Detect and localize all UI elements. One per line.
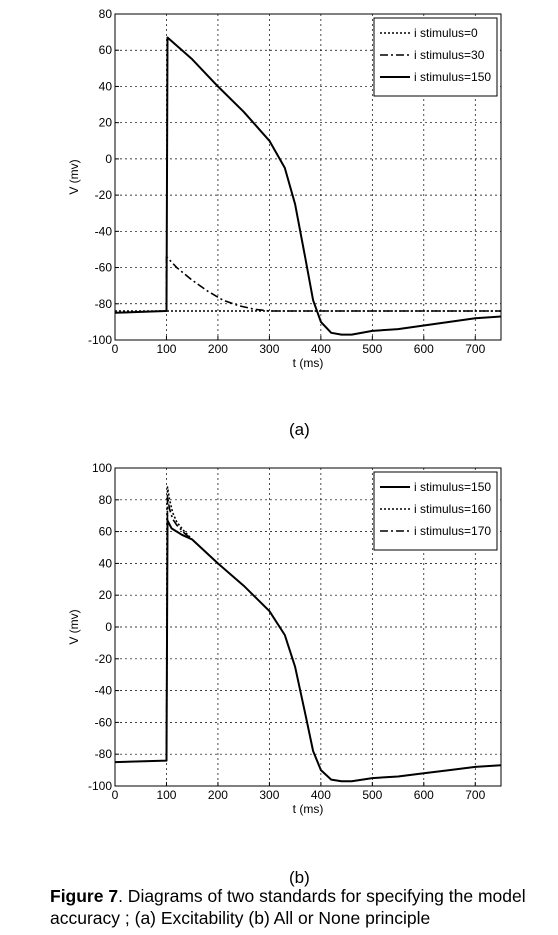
series-line-2 (165, 255, 501, 312)
x-tick-label: 0 (112, 788, 119, 802)
series-line-3 (165, 495, 193, 761)
y-tick-label: 20 (99, 116, 113, 130)
panel-label-b: (b) (289, 868, 310, 887)
y-axis-label: V (mv) (67, 159, 81, 194)
legend-box (373, 471, 498, 551)
y-tick-label: 60 (99, 43, 113, 57)
series-line-3 (115, 36, 501, 336)
legend-label-2: i stimulus=160 (414, 502, 491, 516)
x-tick-label: 100 (156, 342, 176, 356)
x-tick-label: 600 (414, 342, 434, 356)
caption-label: Figure 7 (50, 886, 119, 906)
legend-label-1: i stimulus=0 (414, 26, 478, 40)
legend-label-2: i stimulus=30 (414, 48, 485, 62)
y-tick-label: 20 (99, 588, 113, 602)
x-tick-label: 300 (259, 788, 279, 802)
panel-label-a: (a) (289, 420, 310, 439)
series-line-1 (115, 519, 501, 783)
x-axis-label: t (ms) (293, 802, 324, 816)
x-tick-label: 0 (112, 342, 119, 356)
y-tick-label: -20 (95, 188, 113, 202)
x-tick-label: 300 (259, 342, 279, 356)
legend-label-3: i stimulus=150 (414, 70, 491, 84)
x-tick-label: 100 (156, 788, 176, 802)
y-tick-label: 40 (99, 79, 113, 93)
y-tick-label: -80 (95, 747, 113, 761)
y-tick-label: -100 (88, 779, 112, 793)
chart-all-or-none: 0 100 200 300 400 500 600 700 -100 -80 -60 -40 -20 0 2… (67, 461, 502, 816)
y-tick-label: 40 (99, 556, 113, 570)
x-axis-label: t (ms) (293, 356, 324, 370)
y-tick-label: -80 (95, 297, 113, 311)
y-tick-label: 0 (105, 620, 112, 634)
caption-text: . Diagrams of two standards for specifyi… (50, 886, 526, 928)
y-tick-label: 80 (99, 7, 113, 21)
x-tick-label: 600 (414, 788, 434, 802)
y-tick-label: 80 (99, 493, 113, 507)
y-tick-label: 0 (105, 152, 112, 166)
x-tick-label: 700 (465, 788, 485, 802)
y-tick-label: -100 (88, 333, 112, 347)
x-tick-label: 200 (208, 342, 228, 356)
figure-caption: Figure 7. Diagrams of two standards for … (50, 885, 555, 929)
y-tick-label: -40 (95, 684, 113, 698)
x-tick-label: 400 (311, 788, 331, 802)
x-tick-label: 400 (311, 342, 331, 356)
series-line-2 (165, 486, 193, 761)
y-tick-label: -40 (95, 224, 113, 238)
x-tick-label: 200 (208, 788, 228, 802)
legend-label-1: i stimulus=150 (414, 480, 491, 494)
plot-frame (114, 467, 502, 787)
chart-excitability: 0 100 200 300 400 500 600 700 -100 -80 -60 -40 -20 0 2… (67, 7, 502, 370)
plot-frame (114, 13, 502, 341)
y-tick-label: 60 (99, 525, 113, 539)
x-tick-label: 500 (362, 342, 382, 356)
x-tick-label: 500 (362, 788, 382, 802)
y-tick-label: -60 (95, 715, 113, 729)
y-axis-label: V (mv) (67, 609, 81, 644)
legend-label-3: i stimulus=170 (414, 524, 491, 538)
x-tick-label: 700 (465, 342, 485, 356)
y-tick-label: -20 (95, 652, 113, 666)
y-tick-label: -60 (95, 261, 113, 275)
legend-box (373, 17, 498, 97)
y-tick-label: 100 (92, 461, 112, 475)
